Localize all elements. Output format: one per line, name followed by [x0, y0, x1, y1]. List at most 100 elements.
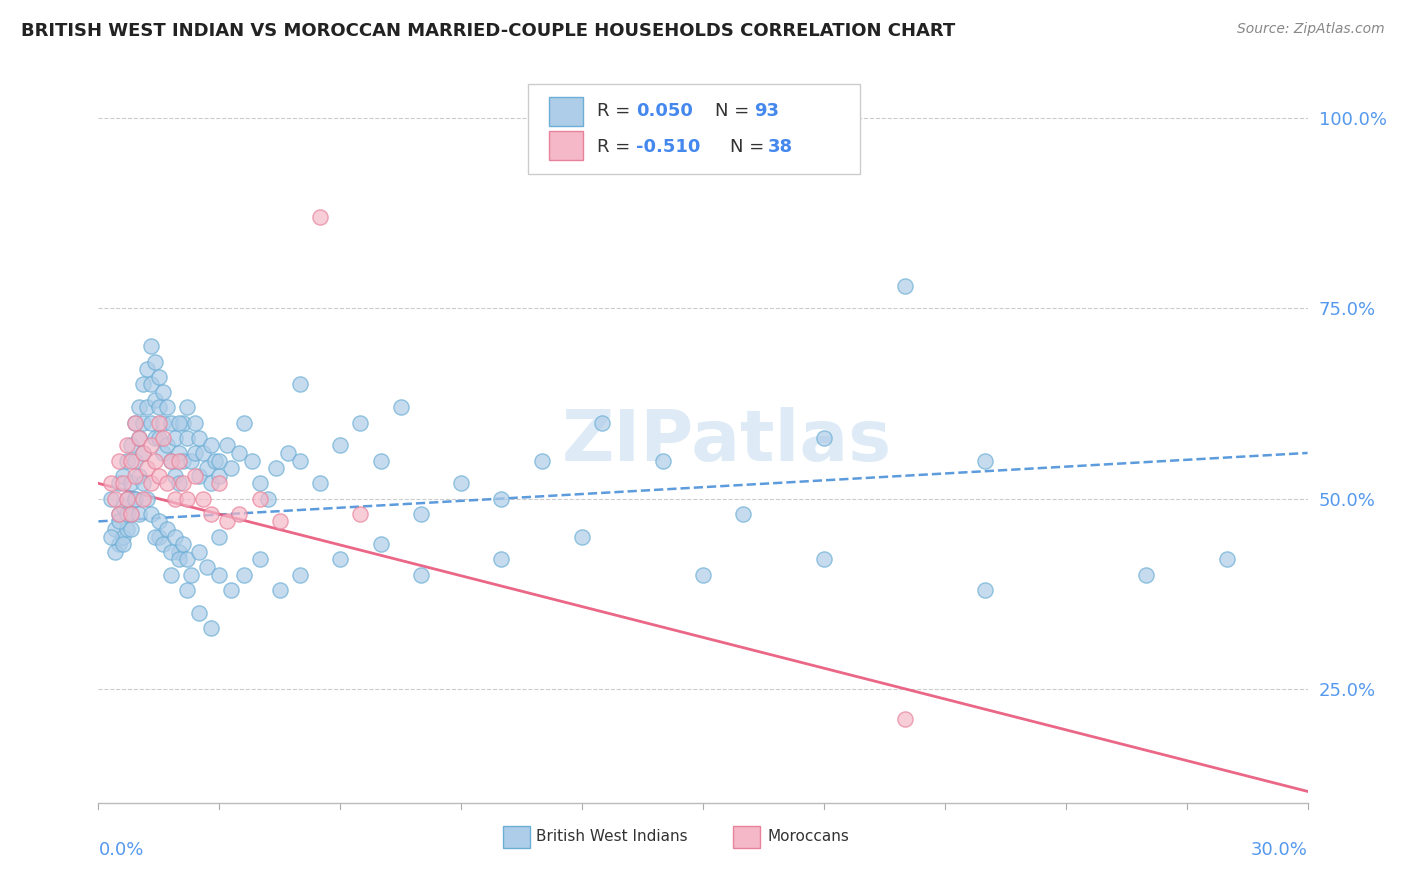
- Point: [111, 537, 134, 551]
- Point: [163, 431, 186, 445]
- Point: [389, 401, 412, 415]
- Y-axis label: Married-couple Households: Married-couple Households: [0, 337, 7, 546]
- Point: [204, 453, 226, 467]
- Point: [309, 210, 332, 224]
- Point: [160, 453, 183, 467]
- Point: [232, 567, 254, 582]
- Point: [152, 537, 174, 551]
- Point: [156, 522, 179, 536]
- Point: [120, 507, 142, 521]
- Point: [135, 461, 157, 475]
- Point: [163, 468, 186, 483]
- Point: [152, 446, 174, 460]
- Point: [200, 507, 222, 521]
- Point: [167, 552, 190, 566]
- Point: [132, 416, 155, 430]
- Point: [135, 401, 157, 415]
- Text: ZIPatlas: ZIPatlas: [562, 407, 893, 476]
- Point: [188, 545, 211, 559]
- Point: [188, 431, 211, 445]
- Point: [221, 582, 243, 597]
- Point: [571, 530, 593, 544]
- Point: [103, 522, 125, 536]
- Point: [163, 530, 186, 544]
- Point: [120, 476, 142, 491]
- FancyBboxPatch shape: [527, 84, 860, 174]
- Point: [107, 507, 129, 521]
- Point: [115, 491, 138, 506]
- Point: [733, 507, 755, 521]
- Point: [200, 438, 222, 452]
- Point: [160, 567, 183, 582]
- Text: 93: 93: [754, 102, 779, 120]
- Point: [591, 416, 613, 430]
- Point: [107, 537, 129, 551]
- Point: [120, 522, 142, 536]
- Point: [167, 446, 190, 460]
- Point: [148, 468, 170, 483]
- Point: [370, 537, 392, 551]
- Point: [409, 507, 432, 521]
- Point: [893, 278, 915, 293]
- Point: [100, 491, 122, 506]
- Point: [135, 362, 157, 376]
- Point: [188, 468, 211, 483]
- Point: [172, 537, 194, 551]
- Point: [329, 552, 352, 566]
- Point: [107, 507, 129, 521]
- Point: [152, 431, 174, 445]
- Point: [167, 416, 190, 430]
- Point: [288, 453, 311, 467]
- Point: [530, 453, 553, 467]
- Point: [349, 416, 371, 430]
- Point: [172, 416, 194, 430]
- Point: [269, 515, 291, 529]
- Point: [692, 567, 714, 582]
- Text: N =: N =: [730, 137, 769, 156]
- Point: [349, 507, 371, 521]
- Point: [135, 491, 157, 506]
- Point: [148, 401, 170, 415]
- Point: [208, 476, 231, 491]
- Point: [188, 606, 211, 620]
- Point: [491, 491, 513, 506]
- Point: [195, 461, 218, 475]
- Point: [115, 507, 138, 521]
- Point: [124, 416, 146, 430]
- Point: [217, 515, 239, 529]
- Bar: [550, 97, 583, 126]
- Point: [111, 530, 134, 544]
- Point: [176, 401, 198, 415]
- Point: [132, 446, 155, 460]
- Text: British West Indians: British West Indians: [536, 830, 688, 844]
- Point: [195, 560, 218, 574]
- Point: [184, 468, 207, 483]
- Point: [208, 567, 231, 582]
- Point: [450, 476, 472, 491]
- Point: [370, 453, 392, 467]
- Point: [156, 438, 179, 452]
- Point: [152, 416, 174, 430]
- Point: [139, 377, 162, 392]
- Point: [288, 377, 311, 392]
- Point: [120, 507, 142, 521]
- Point: [180, 567, 202, 582]
- Point: [132, 491, 155, 506]
- Point: [180, 453, 202, 467]
- Point: [309, 476, 332, 491]
- Point: [184, 446, 207, 460]
- Point: [1135, 567, 1157, 582]
- Point: [176, 431, 198, 445]
- Point: [124, 453, 146, 467]
- Point: [277, 446, 299, 460]
- Point: [139, 507, 162, 521]
- Point: [172, 476, 194, 491]
- Point: [120, 438, 142, 452]
- Point: [124, 491, 146, 506]
- Point: [167, 453, 190, 467]
- Point: [163, 491, 186, 506]
- Point: [115, 522, 138, 536]
- Point: [269, 582, 291, 597]
- Point: [288, 567, 311, 582]
- Point: [974, 582, 997, 597]
